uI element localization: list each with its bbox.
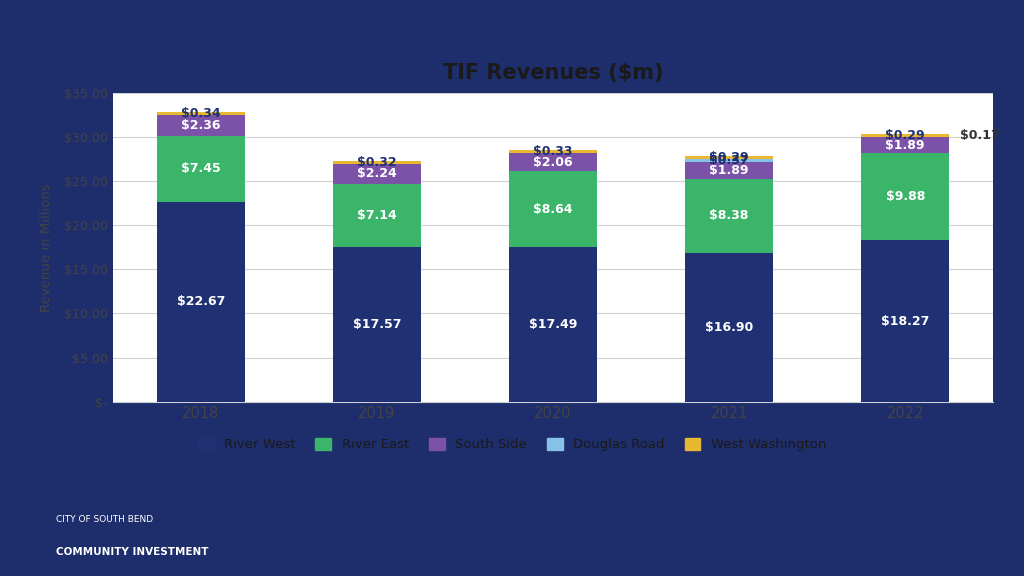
Text: CITY OF SOUTH BEND: CITY OF SOUTH BEND bbox=[56, 514, 154, 524]
Text: $2.06: $2.06 bbox=[534, 156, 572, 169]
Text: $1.89: $1.89 bbox=[886, 138, 925, 151]
Text: $2.24: $2.24 bbox=[357, 167, 396, 180]
Bar bbox=[333, 164, 421, 184]
Text: $0.34: $0.34 bbox=[181, 107, 220, 120]
Text: $0.17: $0.17 bbox=[959, 129, 999, 142]
Text: $18.27: $18.27 bbox=[881, 314, 930, 328]
Bar bbox=[861, 153, 949, 240]
Text: $8.38: $8.38 bbox=[710, 209, 749, 222]
Bar bbox=[333, 184, 421, 247]
Text: COMMUNITY INVESTMENT: COMMUNITY INVESTMENT bbox=[56, 547, 209, 557]
Bar bbox=[861, 137, 949, 153]
Bar bbox=[685, 162, 773, 179]
Bar bbox=[509, 153, 597, 171]
Text: $0.29: $0.29 bbox=[710, 151, 749, 164]
Text: $0.37: $0.37 bbox=[710, 154, 749, 167]
Text: $7.45: $7.45 bbox=[181, 162, 220, 175]
Bar bbox=[157, 202, 245, 401]
Text: $0.33: $0.33 bbox=[534, 145, 572, 158]
Bar bbox=[685, 252, 773, 401]
Bar bbox=[509, 247, 597, 401]
Bar bbox=[861, 240, 949, 401]
Text: $16.90: $16.90 bbox=[705, 321, 754, 334]
Text: $2.36: $2.36 bbox=[181, 119, 220, 132]
Title: TIF Revenues ($m): TIF Revenues ($m) bbox=[442, 63, 664, 83]
Legend: River West, River East, South Side, Douglas Road, West Washington: River West, River East, South Side, Doug… bbox=[193, 433, 831, 457]
Bar bbox=[157, 115, 245, 136]
Bar bbox=[157, 136, 245, 202]
Text: $17.49: $17.49 bbox=[528, 318, 578, 331]
Text: $0.29: $0.29 bbox=[886, 129, 925, 142]
Text: $9.88: $9.88 bbox=[886, 191, 925, 203]
Bar bbox=[509, 150, 597, 153]
Text: $1.89: $1.89 bbox=[710, 164, 749, 177]
Bar bbox=[157, 112, 245, 115]
Bar bbox=[685, 156, 773, 159]
Text: $7.14: $7.14 bbox=[357, 209, 396, 222]
Bar bbox=[685, 179, 773, 252]
Text: $0.32: $0.32 bbox=[357, 156, 396, 169]
Text: $17.57: $17.57 bbox=[352, 317, 401, 331]
Bar bbox=[333, 247, 421, 401]
Bar bbox=[333, 161, 421, 164]
Text: $22.67: $22.67 bbox=[176, 295, 225, 308]
Bar bbox=[861, 134, 949, 137]
Bar bbox=[509, 171, 597, 247]
Text: $8.64: $8.64 bbox=[534, 203, 572, 216]
Y-axis label: Revenue in Millions: Revenue in Millions bbox=[40, 183, 53, 312]
Bar bbox=[685, 159, 773, 162]
